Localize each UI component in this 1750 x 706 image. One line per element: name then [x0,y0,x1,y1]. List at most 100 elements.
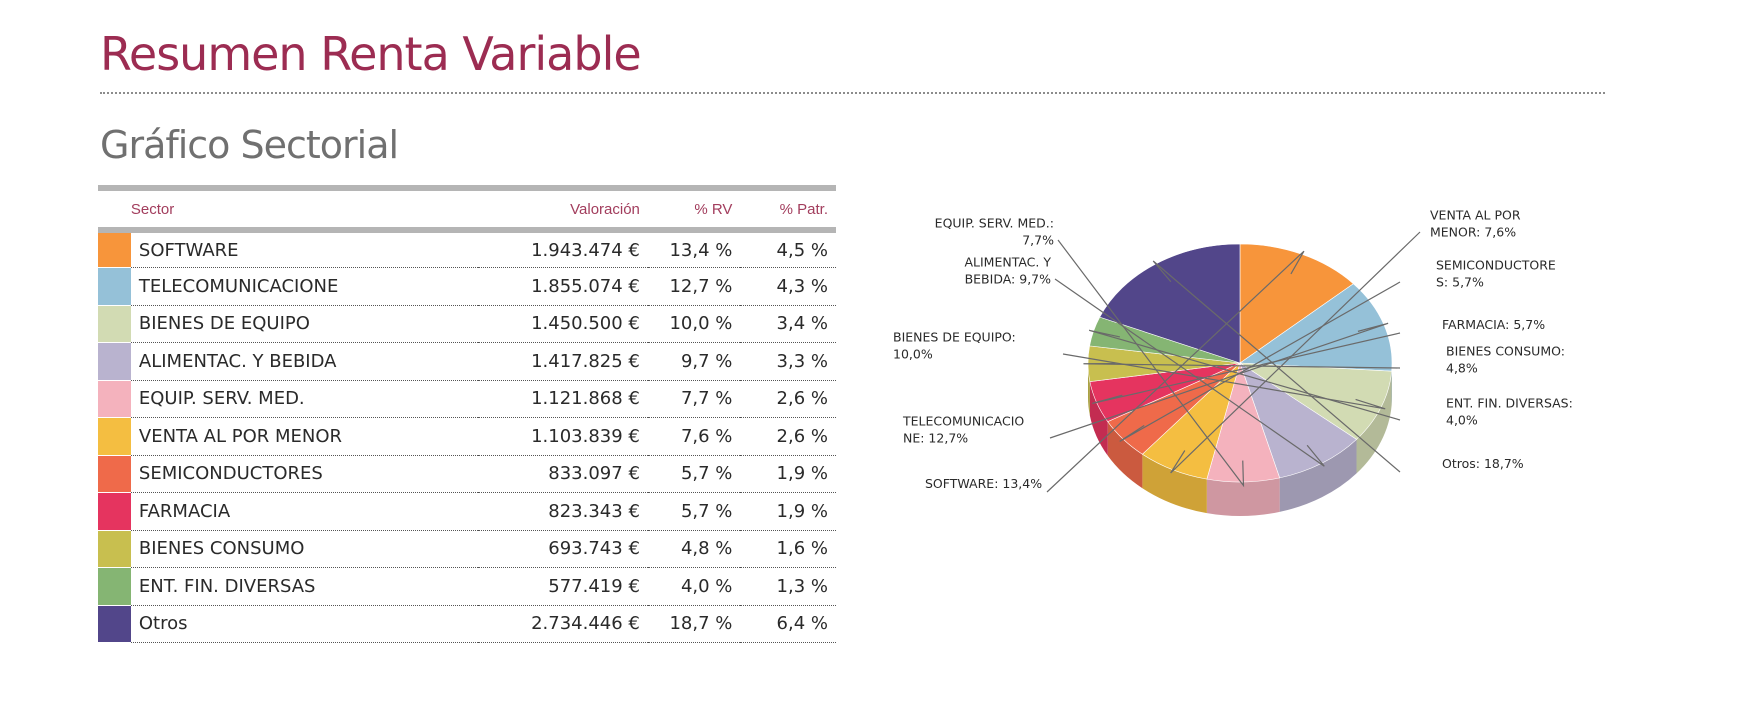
sector-cell: SOFTWARE [130,230,479,268]
sector-color-swatch [98,455,131,493]
sector-cell: BIENES CONSUMO [130,530,479,568]
pct-patr-cell: 4,5 % [740,230,836,268]
pct-rv-cell: 12,7 % [647,267,741,306]
pct-rv-cell: 5,7 % [647,492,741,531]
sector-color-swatch [98,417,131,456]
pie-label: BIENES CONSUMO: 4,8% [1446,344,1565,376]
pie-label: ENT. FIN. DIVERSAS: 4,0% [1446,396,1573,428]
pie-label-line: 4,0% [1446,413,1478,428]
sector-color-swatch [98,492,131,531]
pie-leader-line [1057,239,1245,488]
sector-cell: ALIMENTAC. Y BEBIDA [130,342,479,381]
section-title: Gráfico Sectorial [100,123,399,167]
table-row: VENTA AL POR MENOR 1.103.839 €7,6 % 2,6 % [98,417,836,456]
table-row: EQUIP. SERV. MED. 1.121.868 €7,7 % 2,6 % [98,380,836,418]
table-row: TELECOMUNICACIONE 1.855.074 €12,7 % 4,3 % [98,267,836,306]
pie-label: EQUIP. SERV. MED.: 7,7% [935,216,1054,248]
pct-patr-cell: 3,4 % [740,305,836,343]
pie-label: BIENES DE EQUIPO: 10,0% [893,330,1016,362]
sector-cell: FARMACIA [130,492,479,531]
pie-leader-line [1170,231,1421,474]
sector-color-swatch [98,267,131,306]
pie-leader-line [1062,353,1386,410]
pie-label-line: Otros: 18,7% [1442,456,1524,471]
pct-patr-cell: 1,3 % [740,567,836,606]
header-pct-patr: % Patr. [740,185,836,233]
sector-color-swatch [98,605,131,643]
pct-patr-cell: 2,6 % [740,380,836,418]
pie-label-line: MENOR: 7,6% [1430,225,1516,240]
sector-color-swatch [98,342,131,381]
pie-label-line: TELECOMUNICACIO [902,414,1024,429]
pie-leader-line [1054,278,1325,467]
valoracion-cell: 1.121.868 € [478,380,648,418]
sector-color-swatch [98,530,131,568]
pct-rv-cell: 13,4 % [647,230,741,268]
pct-rv-cell: 9,7 % [647,342,741,381]
header-valoracion: Valoración [478,185,648,233]
pie-label-line: ALIMENTAC. Y [964,255,1051,270]
pie-label: VENTA AL POR MENOR: 7,6% [1430,208,1521,240]
pie-label-line: SOFTWARE: 13,4% [925,476,1042,491]
pie-label-line: ENT. FIN. DIVERSAS: [1446,396,1573,411]
pie-leader-line [1152,260,1401,473]
pie-label-line: BEBIDA: 9,7% [965,272,1052,287]
pie-slice-side [1107,421,1143,489]
table-row: BIENES DE EQUIPO 1.450.500 €10,0 % 3,4 % [98,305,836,343]
table-row: BIENES CONSUMO 693.743 €4,8 % 1,6 % [98,530,836,568]
pie-label: FARMACIA: 5,7% [1442,317,1545,332]
page-title: Resumen Renta Variable [100,27,642,81]
header-sector: Sector [130,185,479,233]
sector-cell: SEMICONDUCTORES [130,455,479,493]
pie-label-line: NE: 12,7% [903,431,968,446]
pie-slice-side [1142,454,1207,514]
sector-color-swatch [98,380,131,418]
table-body: SOFTWARE 1.943.474 €13,4 % 4,5 % TELECOMUNI… [98,230,836,643]
pct-rv-cell: 10,0 % [647,305,741,343]
valoracion-cell: 1.417.825 € [478,342,648,381]
table-row: ALIMENTAC. Y BEBIDA 1.417.825 €9,7 % 3,3 % [98,342,836,381]
pie-slice-side [1088,363,1090,416]
pct-patr-cell: 1,9 % [740,455,836,493]
pie-label-line: BIENES DE EQUIPO: [893,330,1016,345]
sector-table: Sector Valoración % RV % Patr. SOFTWARE 1… [98,185,836,643]
valoracion-cell: 1.103.839 € [478,417,648,456]
pct-patr-cell: 1,6 % [740,530,836,568]
pie-label: SEMICONDUCTORE S: 5,7% [1436,258,1556,290]
pct-patr-cell: 2,6 % [740,417,836,456]
pie-label-line: BIENES CONSUMO: [1446,344,1565,359]
pie-leader-line [1092,332,1401,405]
pct-patr-cell: 6,4 % [740,605,836,643]
pie-label: Otros: 18,7% [1442,456,1524,471]
sector-cell: TELECOMUNICACIONE [130,267,479,306]
pie-label: ALIMENTAC. Y BEBIDA: 9,7% [964,255,1051,287]
pct-rv-cell: 7,7 % [647,380,741,418]
valoracion-cell: 577.419 € [478,567,648,606]
pie-leader-line [1049,322,1389,439]
pie-label-line: EQUIP. SERV. MED.: [935,216,1054,231]
table-header-row: Sector Valoración % RV % Patr. [98,185,836,233]
pie-leader-line [1083,363,1401,369]
pie-leader-line [1119,281,1401,442]
table-row: ENT. FIN. DIVERSAS 577.419 €4,0 % 1,3 % [98,567,836,606]
pct-rv-cell: 7,6 % [647,417,741,456]
pie-leader-line [1046,250,1305,493]
valoracion-cell: 833.097 € [478,455,648,493]
sector-cell: VENTA AL POR MENOR [130,417,479,456]
table-row: SEMICONDUCTORES 833.097 €5,7 % 1,9 % [98,455,836,493]
pct-rv-cell: 4,0 % [647,567,741,606]
pie-slice-side [1279,439,1357,512]
valoracion-cell: 693.743 € [478,530,648,568]
header-pct-rv: % RV [647,185,741,233]
pie-label-line: S: 5,7% [1436,275,1484,290]
pie-label-line: FARMACIA: 5,7% [1442,317,1545,332]
valoracion-cell: 1.855.074 € [478,267,648,306]
table-row: SOFTWARE 1.943.474 €13,4 % 4,5 % [98,230,836,268]
pct-patr-cell: 3,3 % [740,342,836,381]
pie-label-line: 4,8% [1446,361,1478,376]
valoracion-cell: 1.450.500 € [478,305,648,343]
table-row: Otros 2.734.446 €18,7 % 6,4 % [98,605,836,643]
pie-slice-side [1206,477,1280,516]
sector-cell: Otros [130,605,479,643]
